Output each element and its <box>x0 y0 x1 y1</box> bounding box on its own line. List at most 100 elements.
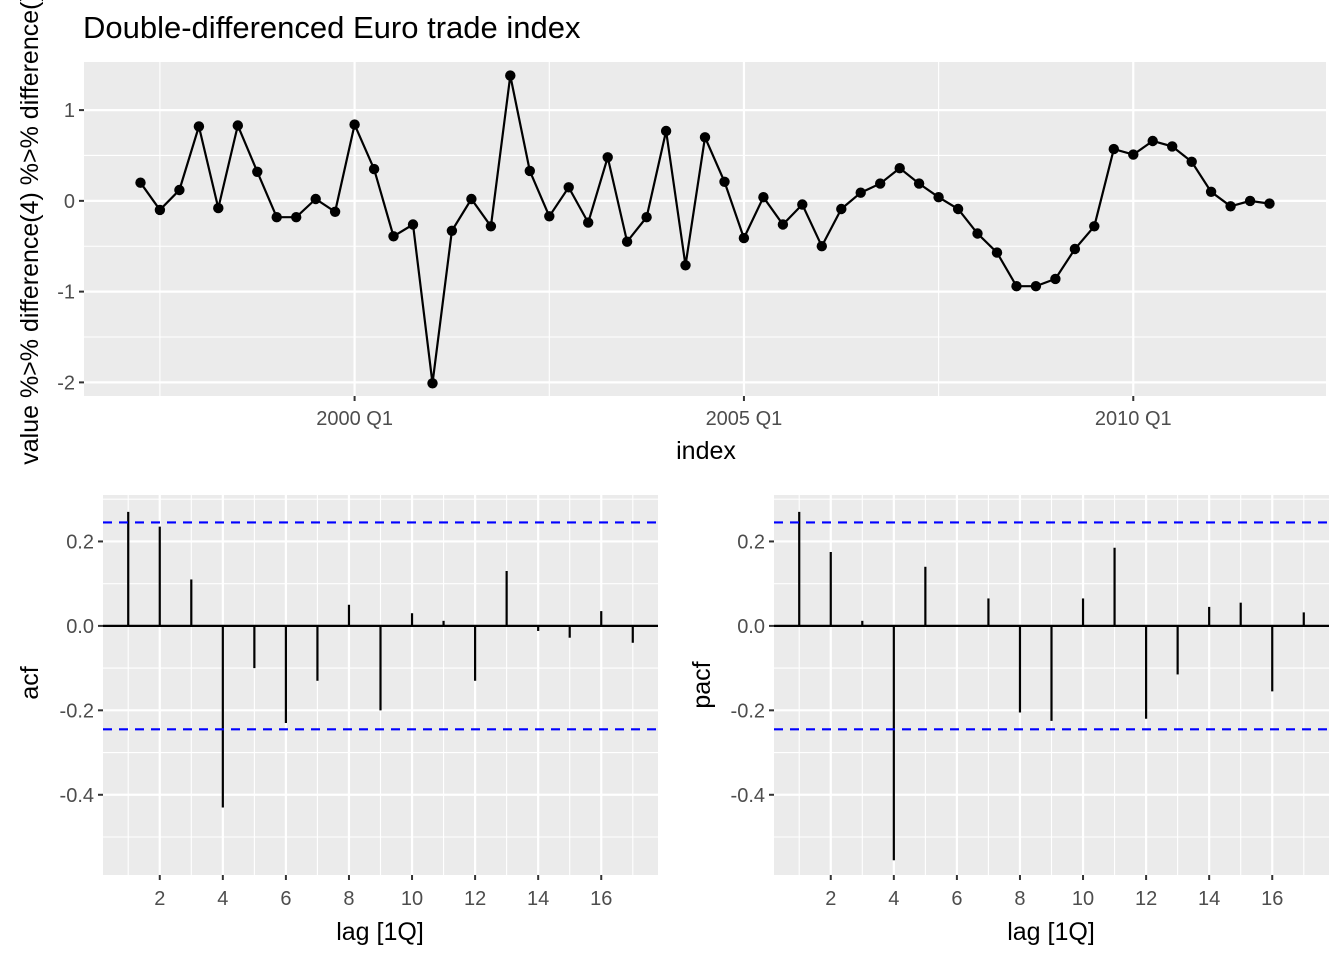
pacf-y-ticks: -0.4 -0.2 0.0 0.2 <box>731 531 774 807</box>
acf-bars <box>127 511 634 808</box>
data-point <box>135 177 146 188</box>
data-point <box>154 204 166 216</box>
data-point <box>1030 281 1042 292</box>
acf-y-ticks: -0.4 -0.2 0.0 0.2 <box>60 531 103 807</box>
data-point <box>485 221 497 232</box>
data-point <box>680 260 691 271</box>
data-point <box>641 212 652 223</box>
pacf-plot: -0.4 -0.2 0.0 0.2 2 4 6 8 10 12 14 16 lag [1Q] pac… <box>688 495 1329 946</box>
data-point <box>1205 186 1217 197</box>
data-point <box>797 199 808 210</box>
time-series-points <box>135 70 1275 389</box>
pacf-y-axis-title: pacf <box>688 661 716 708</box>
data-point <box>719 176 730 187</box>
data-point <box>952 203 964 215</box>
data-point <box>738 232 750 244</box>
data-point <box>602 152 613 163</box>
y-tick-label: 0.0 <box>737 616 765 638</box>
data-point <box>1069 243 1081 255</box>
data-point <box>1147 135 1158 147</box>
data-point <box>446 225 458 236</box>
data-point <box>427 378 438 389</box>
data-point <box>174 184 185 196</box>
data-point <box>213 202 224 214</box>
x-tick-label: 10 <box>1072 888 1094 910</box>
data-point <box>349 119 360 130</box>
y-tick-label: 0.0 <box>66 616 94 638</box>
y-tick-label: -0.4 <box>60 785 94 807</box>
pacf-x-axis-title: lag [1Q] <box>1007 918 1095 946</box>
acf-grid <box>103 495 658 875</box>
data-point <box>913 178 925 189</box>
data-point <box>388 231 399 242</box>
acf-confidence-bounds <box>103 521 658 731</box>
acf-x-ticks: 2 4 6 8 10 12 14 16 <box>154 875 612 910</box>
data-point <box>758 192 769 203</box>
data-point <box>544 211 555 222</box>
data-point <box>621 236 633 247</box>
x-tick-label: 8 <box>1014 888 1025 910</box>
data-point <box>1128 149 1139 160</box>
data-point <box>855 187 866 198</box>
x-tick-label: 14 <box>527 888 549 910</box>
x-tick-label: 4 <box>888 888 899 910</box>
data-point <box>193 121 205 132</box>
y-tick-label: 0.2 <box>737 531 765 553</box>
data-point <box>291 212 302 223</box>
data-point <box>660 125 672 137</box>
data-point <box>1050 273 1061 285</box>
chart-title: Double-differenced Euro trade index <box>83 10 581 45</box>
data-point <box>1089 221 1100 232</box>
y-tick-label: -0.2 <box>731 700 765 722</box>
time-series-plot: Double-differenced Euro trade index -2 -1… <box>16 0 1326 465</box>
y-tick-label: 0.2 <box>66 531 94 553</box>
pacf-bars <box>798 511 1305 861</box>
data-point <box>894 163 905 174</box>
data-point <box>972 228 983 239</box>
data-point <box>1264 198 1275 209</box>
data-point <box>1011 281 1022 292</box>
time-series-panel <box>84 62 1326 396</box>
time-series-grid <box>84 62 1326 396</box>
data-point <box>1167 141 1178 152</box>
data-point <box>836 203 847 215</box>
data-point <box>329 206 341 217</box>
acf-y-axis-title: acf <box>16 666 44 699</box>
acf-plot: -0.4 -0.2 0.0 0.2 2 4 6 8 10 12 14 16 lag [1Q] acf <box>16 495 658 946</box>
acf-x-axis-title: lag [1Q] <box>336 918 424 946</box>
x-tick-label: 16 <box>1261 888 1283 910</box>
data-point <box>875 178 886 189</box>
x-tick-label: 2010 Q1 <box>1095 408 1172 430</box>
x-tick-label: 2005 Q1 <box>706 408 783 430</box>
x-tick-label: 6 <box>951 888 962 910</box>
data-point <box>252 166 263 177</box>
x-tick-label: 16 <box>590 888 612 910</box>
data-point <box>368 163 380 175</box>
x-tick-label: 12 <box>1135 888 1157 910</box>
pacf-x-ticks: 2 4 6 8 10 12 14 16 <box>825 875 1283 910</box>
data-point <box>583 217 594 228</box>
y-tick-label: -2 <box>57 372 75 394</box>
data-point <box>777 219 789 230</box>
x-tick-label: 10 <box>401 888 423 910</box>
x-tick-label: 2000 Q1 <box>316 408 393 430</box>
data-point <box>407 219 419 230</box>
x-tick-label: 2 <box>154 888 165 910</box>
y-tick-label: -0.2 <box>60 700 94 722</box>
data-point <box>1108 143 1120 155</box>
data-point <box>991 247 1003 258</box>
data-point <box>232 120 243 131</box>
y-tick-label: 1 <box>64 100 75 122</box>
data-point <box>524 165 535 177</box>
data-point <box>271 212 282 223</box>
data-point <box>1225 201 1236 212</box>
x-tick-label: 4 <box>217 888 228 910</box>
data-point <box>1186 156 1197 167</box>
time-series-x-ticks: 2000 Q1 2005 Q1 2010 Q1 <box>316 396 1172 430</box>
time-series-y-ticks: -2 -1 0 1 <box>57 100 84 394</box>
data-point <box>466 193 477 205</box>
y-tick-label: -0.4 <box>731 785 765 807</box>
data-point <box>699 132 711 143</box>
data-point <box>816 241 827 252</box>
